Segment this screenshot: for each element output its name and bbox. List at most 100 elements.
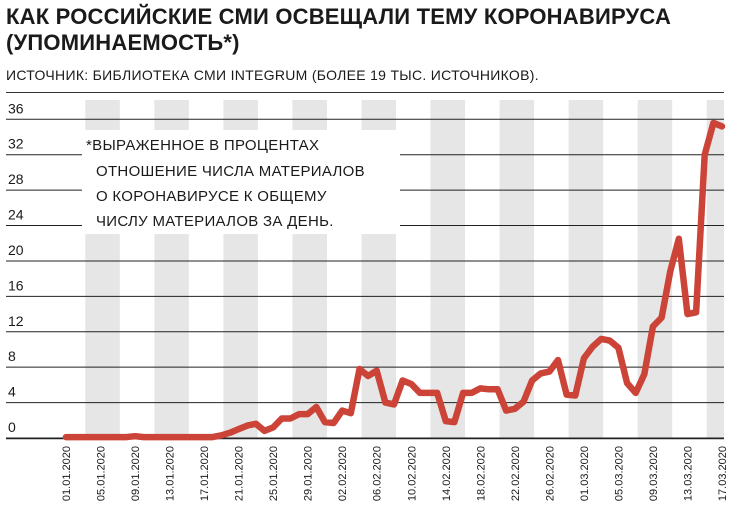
x-tick-label: 01.01.2020 xyxy=(61,446,73,501)
footnote-line-3: О КОРОНАВИРУСЕ К ОБЩЕМУ xyxy=(96,188,327,205)
data-point xyxy=(97,434,104,440)
y-tick-label: 12 xyxy=(8,313,24,329)
data-point xyxy=(477,385,483,391)
x-tick-label: 09.03.2020 xyxy=(648,446,660,501)
data-point xyxy=(589,344,596,350)
data-point xyxy=(63,434,69,440)
data-point xyxy=(667,269,673,275)
column-band xyxy=(568,100,604,438)
footnote-line-2: ОТНОШЕНИЕ ЧИСЛА МАТЕРИАЛОВ xyxy=(96,163,365,180)
data-point xyxy=(676,236,682,242)
y-tick-label: 32 xyxy=(8,136,24,152)
footnote-background xyxy=(82,130,400,234)
data-point xyxy=(434,390,440,396)
data-point xyxy=(503,408,509,414)
column-band xyxy=(706,100,724,438)
x-tick-label: 05.01.2020 xyxy=(96,446,108,501)
chart-title: КАК РОССИЙСКИЕ СМИ ОСВЕЩАЛИ ТЕМУ КОРОНАВ… xyxy=(6,4,726,56)
data-point xyxy=(356,366,363,372)
data-point xyxy=(253,421,259,427)
data-point xyxy=(313,404,319,410)
data-point xyxy=(132,433,138,439)
data-point xyxy=(339,408,345,414)
x-tick-label: 05.03.2020 xyxy=(613,446,625,501)
data-point xyxy=(270,424,276,430)
data-point xyxy=(710,120,717,126)
x-tick-label: 01.03.2020 xyxy=(579,446,591,501)
data-point xyxy=(719,123,725,129)
data-point xyxy=(512,406,518,412)
y-tick-label: 0 xyxy=(8,419,16,435)
data-point xyxy=(624,380,630,386)
data-point xyxy=(158,434,164,440)
data-point xyxy=(443,418,449,424)
column-band xyxy=(430,100,466,438)
y-tick-label: 16 xyxy=(8,277,24,293)
footnote-line-1: *ВЫРАЖЕННОЕ В ПРОЦЕНТАХ xyxy=(86,137,319,154)
column-band xyxy=(637,100,673,438)
data-point xyxy=(167,434,173,440)
data-point xyxy=(641,371,647,377)
series-group xyxy=(62,119,726,441)
data-point xyxy=(417,390,423,396)
data-point xyxy=(451,419,457,425)
x-tick-label: 25.01.2020 xyxy=(268,446,280,501)
y-tick-label: 36 xyxy=(8,100,24,116)
header-divider xyxy=(6,92,724,93)
y-tick-label: 28 xyxy=(8,171,24,187)
x-tick-label: 22.02.2020 xyxy=(510,446,522,501)
chart-title-line-1: КАК РОССИЙСКИЕ СМИ ОСВЕЩАЛИ ТЕМУ КОРОНАВ… xyxy=(6,4,672,29)
y-axis-ticks: 0 4 8 12 16 20 24 28 32 36 xyxy=(8,100,24,435)
x-tick-label: 26.02.2020 xyxy=(544,446,556,501)
data-point xyxy=(460,390,466,396)
data-point xyxy=(520,399,527,405)
data-point xyxy=(305,411,311,417)
data-point xyxy=(702,152,708,158)
y-tick-label: 20 xyxy=(8,242,24,258)
y-tick-label: 24 xyxy=(8,207,24,223)
data-point xyxy=(236,426,242,432)
data-point xyxy=(572,392,578,399)
data-point xyxy=(469,390,475,396)
data-point xyxy=(650,323,656,330)
x-tick-label: 13.03.2020 xyxy=(682,446,694,501)
data-point xyxy=(425,390,432,396)
data-point xyxy=(555,357,561,363)
x-tick-label: 17.03.2020 xyxy=(717,446,729,501)
data-point xyxy=(210,434,216,440)
data-point xyxy=(279,415,285,422)
data-point xyxy=(115,434,121,440)
data-point xyxy=(615,345,622,351)
data-point xyxy=(106,434,112,440)
data-point xyxy=(495,386,501,392)
x-tick-label: 29.01.2020 xyxy=(303,446,315,501)
data-point xyxy=(192,434,199,440)
y-tick-label: 4 xyxy=(8,384,16,400)
data-point xyxy=(607,338,613,344)
data-point xyxy=(331,420,337,426)
data-point xyxy=(80,434,86,440)
data-point xyxy=(365,373,371,379)
x-axis-ticks: 01.01.2020 05.01.2020 09.01.2020 13.01.2020… xyxy=(61,446,729,501)
data-point xyxy=(408,381,414,387)
data-point xyxy=(149,434,155,440)
data-point xyxy=(598,336,604,342)
x-tick-label: 18.02.2020 xyxy=(475,446,487,501)
source-note: ИСТОЧНИК: БИБЛИОТЕКА СМИ INTEGRUM (БОЛЕЕ… xyxy=(6,67,539,83)
data-point xyxy=(296,411,302,417)
x-tick-label: 02.02.2020 xyxy=(337,446,349,501)
data-point xyxy=(322,419,328,425)
x-tick-label: 13.01.2020 xyxy=(165,446,177,501)
data-point xyxy=(633,390,639,396)
data-point xyxy=(141,434,147,440)
data-point xyxy=(546,369,553,375)
data-point xyxy=(382,400,388,406)
y-tick-label: 8 xyxy=(8,348,16,364)
x-tick-label: 17.01.2020 xyxy=(199,446,211,501)
data-point xyxy=(175,434,181,440)
data-point xyxy=(684,311,691,317)
footnote-line-4: ЧИСЛУ МАТЕРИАЛОВ ЗА ДЕНЬ. xyxy=(96,213,334,230)
x-tick-label: 14.02.2020 xyxy=(441,446,453,501)
data-point xyxy=(538,370,544,376)
